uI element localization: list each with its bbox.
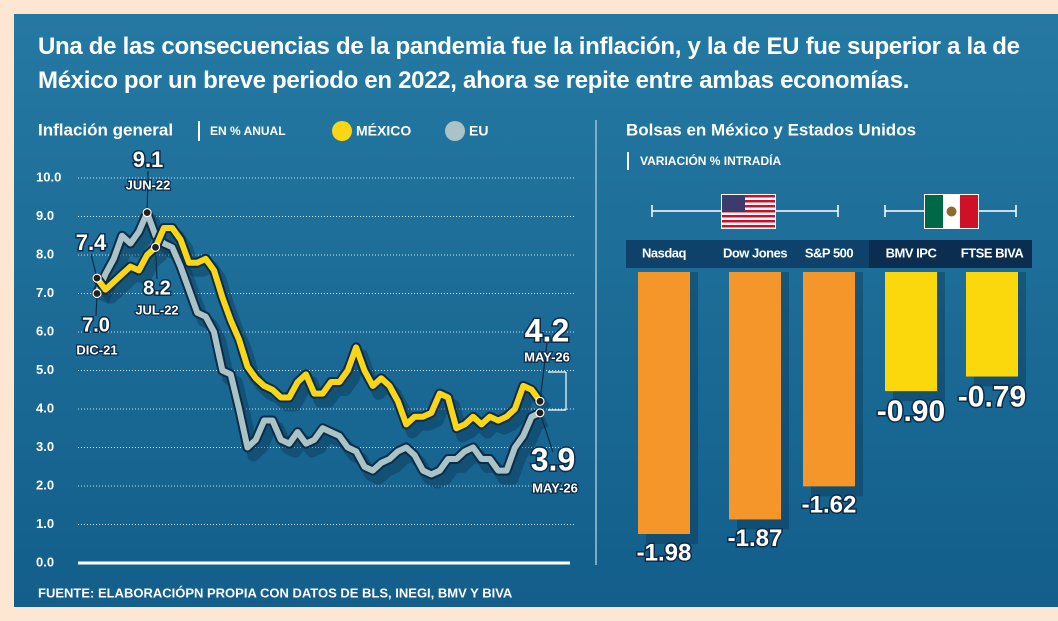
- category-band: [626, 240, 869, 268]
- date-label: JUL-22: [135, 302, 178, 317]
- y-tick-label: 9.0: [36, 208, 54, 223]
- chart-title: Bolsas en México y Estados Unidos: [626, 120, 916, 139]
- chart-subtitle: EN % ANUAL: [210, 124, 286, 138]
- headline: Una de las consecuencias de la pandemia …: [38, 33, 1020, 94]
- point-marker: [142, 208, 152, 218]
- x-tick-label: BMV IPC: [886, 245, 938, 260]
- value-label: 8.2: [143, 277, 171, 299]
- y-tick-label: 6.0: [36, 323, 54, 338]
- us-flag: [721, 194, 776, 229]
- x-tick-label: Nasdaq: [642, 245, 687, 260]
- y-tick-label: 7.0: [36, 285, 54, 300]
- value-label: 9.1: [133, 147, 164, 172]
- legend-label: EU: [469, 123, 488, 139]
- chart-title: Inflación general: [38, 120, 173, 139]
- y-tick-label: 2.0: [36, 477, 54, 492]
- y-tick-label: 1.0: [36, 516, 54, 531]
- y-tick-label: 4.0: [36, 400, 54, 415]
- x-tick-label: S&P 500: [805, 245, 854, 260]
- value-label: 7.0: [82, 314, 110, 336]
- date-label: DIC-21: [76, 342, 117, 357]
- value-label: 7.4: [76, 230, 107, 255]
- bar: [729, 272, 781, 520]
- value-label: -1.87: [728, 525, 783, 552]
- point-marker: [92, 288, 102, 299]
- legend-label: MÉXICO: [356, 123, 411, 139]
- leader: [539, 342, 548, 402]
- point-marker: [92, 273, 102, 283]
- bar: [638, 272, 690, 534]
- bar: [966, 272, 1018, 377]
- date-label: MAY-26: [524, 349, 570, 364]
- line: [94, 225, 543, 432]
- y-tick-label: 10.0: [36, 169, 61, 184]
- panel: [14, 14, 1058, 607]
- y-tick-label: 0.0: [36, 554, 54, 569]
- line: [94, 209, 543, 478]
- value-label: 3.9: [531, 441, 575, 477]
- leader: [146, 170, 149, 213]
- category-band: [869, 240, 1032, 268]
- value-label: -0.90: [877, 395, 945, 428]
- x-tick-label: Dow Jones: [723, 245, 787, 260]
- y-tick-label: 5.0: [36, 362, 54, 377]
- point-marker: [150, 242, 161, 252]
- value-label: -1.62: [802, 492, 857, 519]
- leader: [154, 247, 158, 280]
- point-marker: [535, 396, 545, 406]
- y-tick-label: 8.0: [36, 246, 54, 261]
- x-tick-label: FTSE BIVA: [961, 245, 1025, 260]
- source: FUENTE: ELABORACIÓPN PROPIA CON DATOS DE…: [38, 585, 513, 600]
- line-shadow: [97, 214, 549, 489]
- mx-flag: [924, 194, 979, 229]
- value-label: -0.79: [958, 380, 1026, 413]
- legend-swatch: [445, 121, 465, 141]
- leader: [539, 412, 554, 453]
- bar: [803, 272, 855, 487]
- y-tick-label: 3.0: [36, 439, 54, 454]
- value-label: -1.98: [637, 539, 692, 566]
- date-label: JUN-22: [126, 177, 171, 192]
- value-label: 4.2: [525, 312, 569, 348]
- legend-swatch: [332, 121, 352, 141]
- chart-subtitle: VARIACIÓN % INTRADÍA: [640, 153, 781, 168]
- point-marker: [535, 408, 545, 418]
- line-shadow: [98, 230, 551, 443]
- date-label: MAY-26: [532, 480, 578, 495]
- bar: [885, 272, 937, 392]
